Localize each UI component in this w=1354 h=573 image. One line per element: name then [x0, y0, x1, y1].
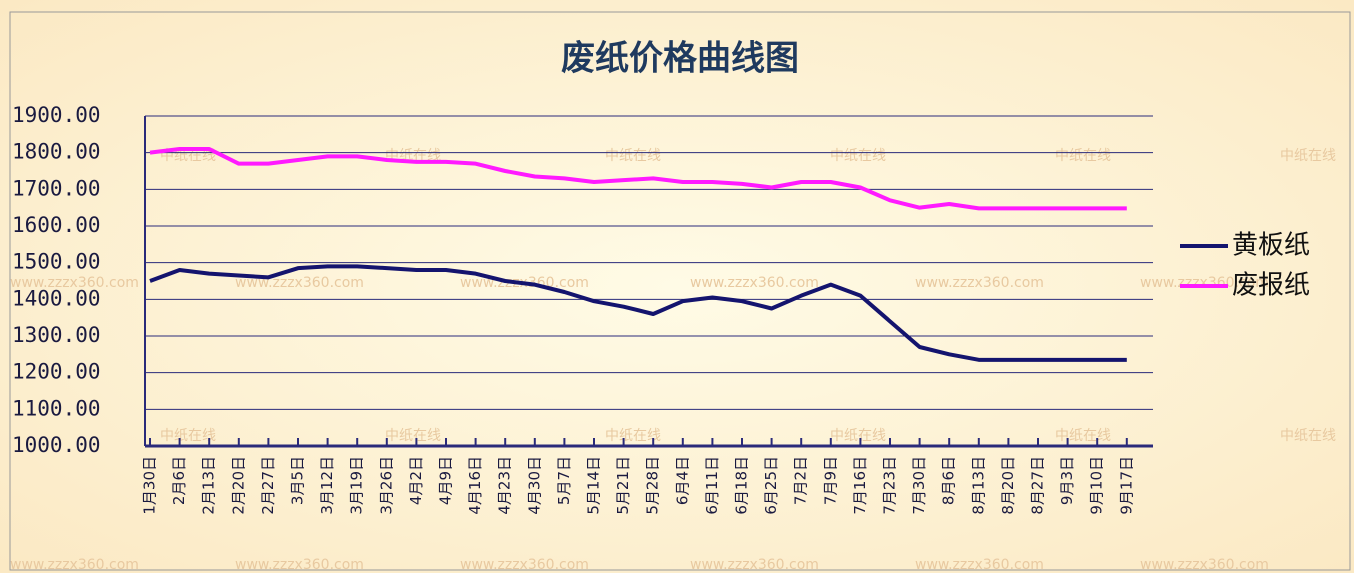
- watermark: www.zzzx360.com: [460, 557, 589, 573]
- y-tick-label: 1300.00: [12, 323, 101, 347]
- x-tick-label: 5月28日: [644, 456, 662, 515]
- watermark: 中纸在线: [830, 428, 886, 444]
- watermark: 中纸在线: [1280, 148, 1336, 164]
- x-tick-label: 7月9日: [821, 456, 839, 505]
- x-tick-label: 6月11日: [703, 456, 721, 515]
- y-tick-label: 1800.00: [12, 140, 101, 164]
- chart-title: 废纸价格曲线图: [561, 39, 799, 79]
- x-tick-label: 4月9日: [437, 456, 455, 505]
- x-tick-label: 6月25日: [762, 456, 780, 515]
- x-tick-label: 7月2日: [792, 456, 810, 505]
- watermark: 中纸在线: [160, 428, 216, 444]
- watermark: www.zzzx360.com: [915, 275, 1044, 291]
- x-tick-label: 3月12日: [318, 456, 336, 515]
- y-tick-label: 1600.00: [12, 213, 101, 237]
- x-tick-label: 4月16日: [466, 456, 484, 515]
- x-tick-label: 3月5日: [289, 456, 307, 505]
- watermark: www.zzzx360.com: [690, 275, 819, 291]
- watermark: 中纸在线: [605, 148, 661, 164]
- x-tick-label: 6月18日: [733, 456, 751, 515]
- watermark: 中纸在线: [1055, 428, 1111, 444]
- x-tick-label: 6月4日: [673, 456, 691, 505]
- watermark: www.zzzx360.com: [10, 557, 139, 573]
- watermark: 中纸在线: [1280, 428, 1336, 444]
- x-tick-label: 9月10日: [1088, 456, 1106, 515]
- x-tick-label: 1月30日: [141, 456, 159, 515]
- legend-label: 废报纸: [1232, 271, 1310, 301]
- watermark: www.zzzx360.com: [915, 557, 1044, 573]
- watermark: www.zzzx360.com: [1140, 557, 1269, 573]
- x-tick-label: 3月19日: [348, 456, 366, 515]
- x-tick-label: 7月23日: [881, 456, 899, 515]
- x-tick-label: 4月30日: [525, 456, 543, 515]
- y-tick-label: 1400.00: [12, 286, 101, 310]
- watermark: www.zzzx360.com: [235, 557, 364, 573]
- x-tick-label: 8月27日: [1029, 456, 1047, 515]
- y-tick-label: 1500.00: [12, 250, 101, 274]
- y-tick-label: 1200.00: [12, 360, 101, 384]
- watermark: 中纸在线: [1055, 148, 1111, 164]
- x-tick-label: 2月27日: [259, 456, 277, 515]
- x-tick-label: 3月26日: [377, 456, 395, 515]
- y-tick-label: 1000.00: [12, 433, 101, 457]
- x-tick-label: 4月23日: [496, 456, 514, 515]
- x-tick-label: 8月20日: [999, 456, 1017, 515]
- x-tick-label: 7月30日: [910, 456, 928, 515]
- x-tick-label: 8月13日: [969, 456, 987, 515]
- x-tick-label: 7月16日: [851, 456, 869, 515]
- watermark: 中纸在线: [385, 428, 441, 444]
- x-tick-label: 2月20日: [229, 456, 247, 515]
- x-tick-label: 2月6日: [170, 456, 188, 505]
- chart: 中纸在线中纸在线中纸在线中纸在线中纸在线中纸在线中纸在线中纸在线中纸在线中纸在线…: [0, 0, 1354, 573]
- legend-label: 黄板纸: [1232, 231, 1310, 261]
- watermark: 中纸在线: [830, 148, 886, 164]
- x-tick-label: 5月21日: [614, 456, 632, 515]
- x-tick-label: 9月3日: [1058, 456, 1076, 505]
- x-tick-label: 5月7日: [555, 456, 573, 505]
- x-tick-label: 4月2日: [407, 456, 425, 505]
- watermark: www.zzzx360.com: [690, 557, 819, 573]
- y-tick-label: 1900.00: [12, 103, 101, 127]
- x-tick-label: 8月6日: [940, 456, 958, 505]
- x-tick-label: 9月17日: [1117, 456, 1135, 515]
- y-tick-label: 1100.00: [12, 396, 101, 420]
- x-tick-label: 2月13日: [200, 456, 218, 515]
- y-tick-label: 1700.00: [12, 176, 101, 200]
- x-tick-label: 5月14日: [585, 456, 603, 515]
